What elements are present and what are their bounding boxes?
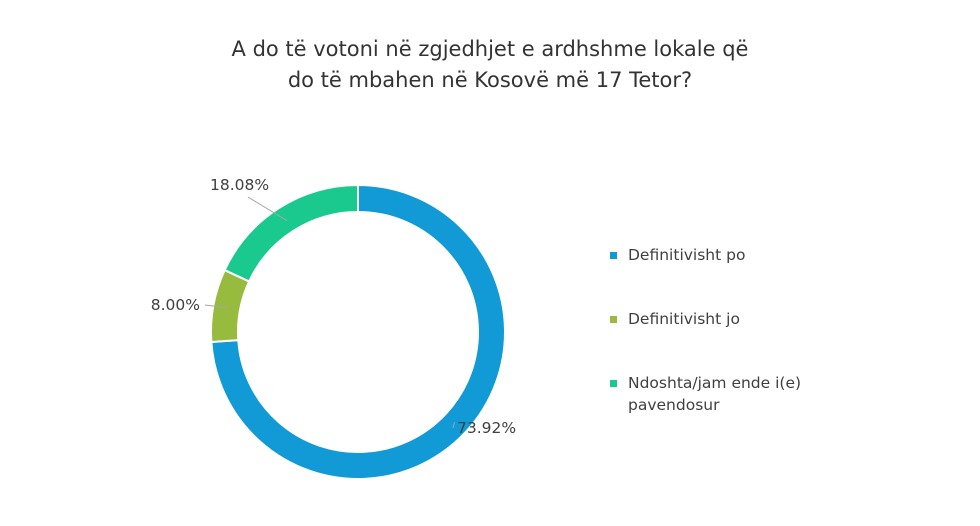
data-label-definitivisht-jo: 8.00% bbox=[151, 296, 200, 314]
chart-legend: Definitivisht po Definitivisht jo Ndosht… bbox=[600, 244, 900, 416]
legend-item-ndoshta: Ndoshta/jam ende i(e) pavendosur bbox=[600, 372, 900, 416]
legend-swatch-definitivisht-jo bbox=[610, 316, 617, 323]
chart-title-line-2: do të mbahen në Kosovë më 17 Tetor? bbox=[287, 68, 693, 92]
legend-swatch-ndoshta bbox=[610, 380, 617, 387]
donut-slice-ndoshta bbox=[223, 183, 359, 283]
leader-line-definitivisht-po bbox=[452, 421, 455, 429]
chart-title: A do të votoni në zgjedhjet e ardhshme l… bbox=[90, 34, 890, 96]
data-label-ndoshta: 18.08% bbox=[210, 176, 269, 194]
legend-label-definitivisht-po: Definitivisht po bbox=[628, 246, 746, 264]
donut-slice-definitivisht-po bbox=[210, 183, 506, 480]
data-label-definitivisht-po: 73.92% bbox=[457, 419, 516, 437]
chart-title-line-1: A do të votoni në zgjedhjet e ardhshme l… bbox=[231, 37, 749, 61]
legend-swatch-definitivisht-po bbox=[610, 252, 617, 259]
leader-line-ndoshta bbox=[247, 196, 288, 222]
leader-line-definitivisht-jo bbox=[204, 304, 229, 309]
legend-label-definitivisht-jo: Definitivisht jo bbox=[628, 310, 740, 328]
legend-item-definitivisht-jo: Definitivisht jo bbox=[600, 308, 900, 330]
legend-label-ndoshta: Ndoshta/jam ende i(e) pavendosur bbox=[628, 374, 802, 414]
legend-item-definitivisht-po: Definitivisht po bbox=[600, 244, 900, 266]
